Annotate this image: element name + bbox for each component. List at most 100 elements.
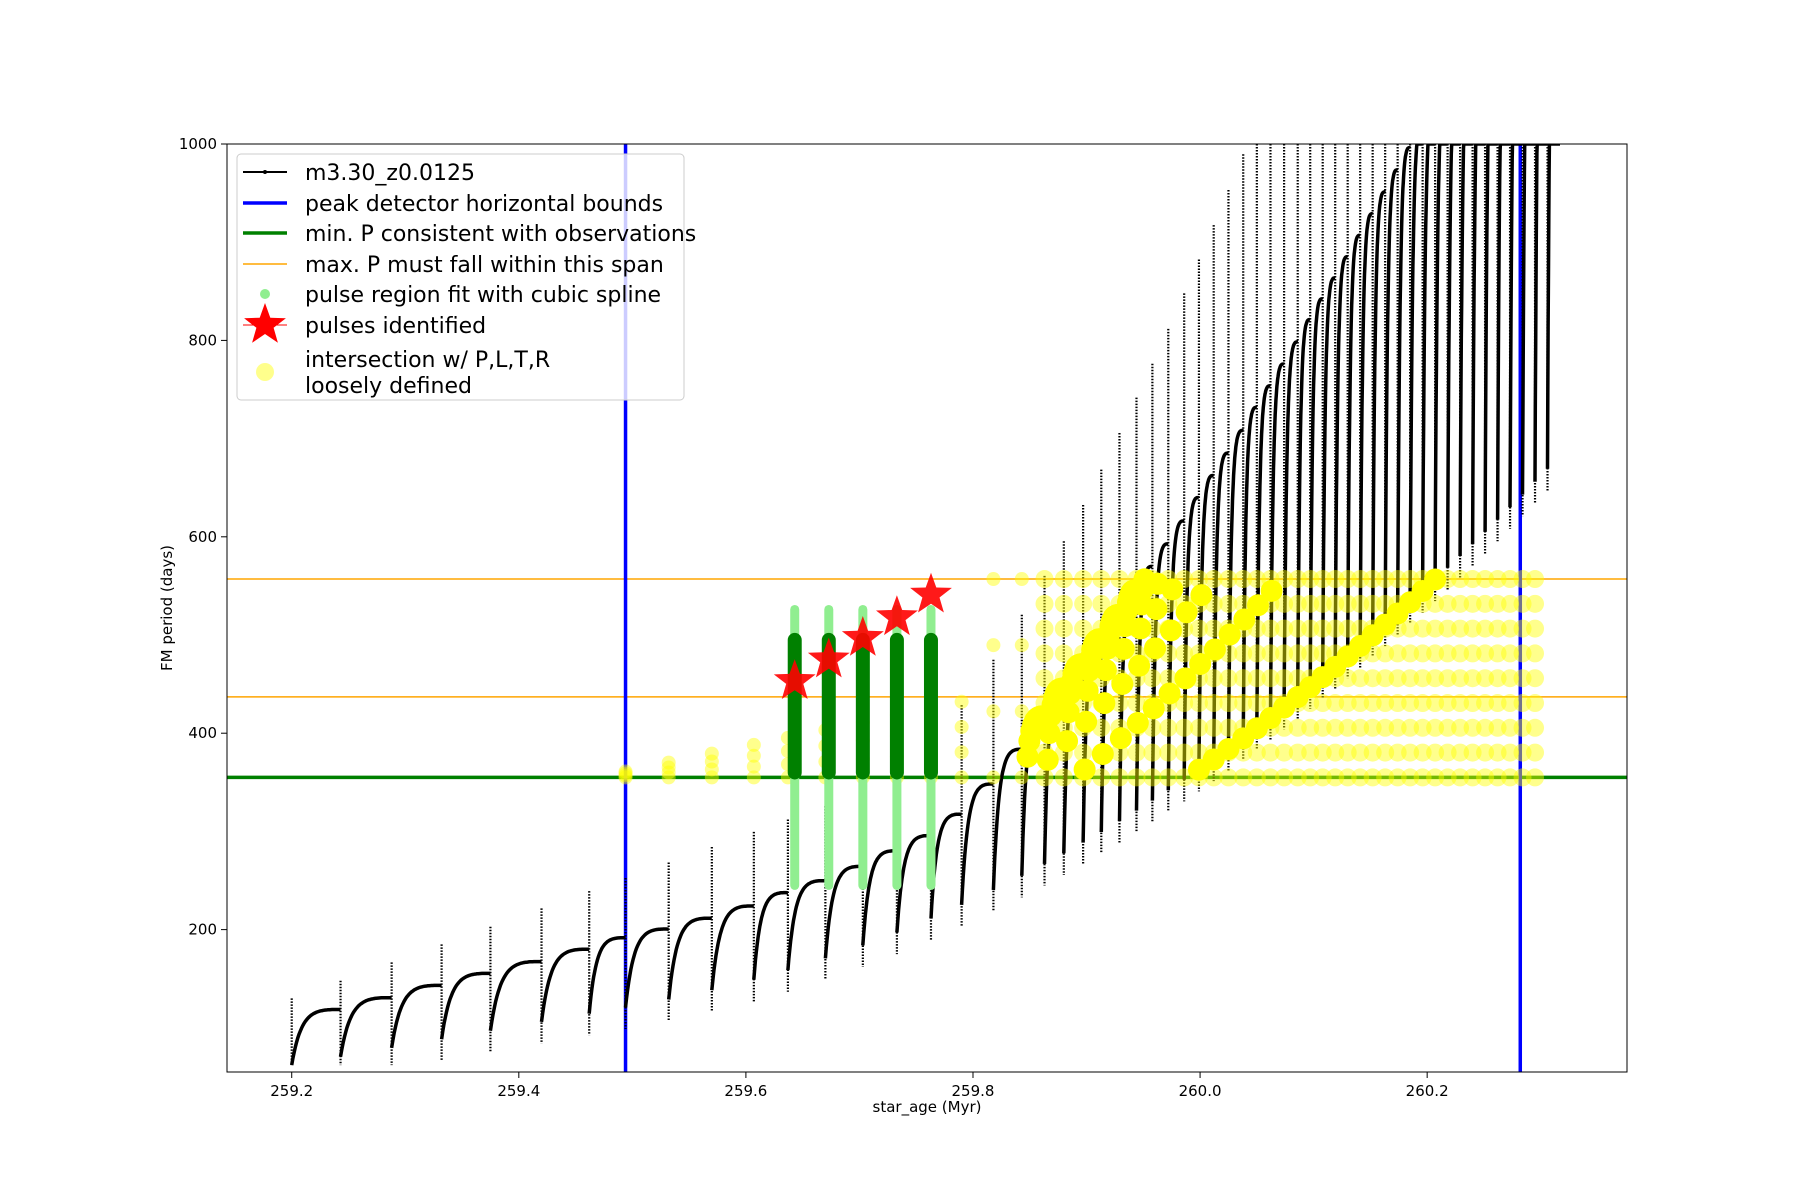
intersection-marker <box>1338 594 1357 613</box>
intersection-marker <box>1261 619 1280 638</box>
intersection-marker <box>1288 570 1307 589</box>
intersection-marker <box>1110 768 1129 787</box>
intersection-marker <box>1204 718 1223 737</box>
intersection-marker <box>1288 743 1307 762</box>
intersection-marker <box>1175 644 1194 663</box>
pulse-star-3 <box>876 595 918 636</box>
intersection-marker <box>1036 748 1059 771</box>
intersection-marker <box>1076 679 1099 702</box>
intersection-marker <box>1376 644 1395 663</box>
intersection-marker <box>1326 718 1345 737</box>
intersection-marker <box>1388 570 1407 589</box>
intersection-marker <box>1189 718 1208 737</box>
intersection-marker <box>1426 669 1445 688</box>
intersection-marker <box>1426 718 1445 737</box>
intersection-marker <box>1526 768 1545 787</box>
intersection-marker <box>1189 570 1208 589</box>
intersection-marker <box>1476 570 1495 589</box>
model-cycle-15 <box>929 812 962 919</box>
intersection-marker <box>1413 768 1432 787</box>
intersection-marker <box>746 737 761 752</box>
intersection-marker <box>1074 743 1093 762</box>
x-tick-label: 259.4 <box>497 1082 540 1100</box>
intersection-marker <box>1363 669 1382 688</box>
intersection-marker <box>1204 669 1223 688</box>
intersection-marker <box>1260 579 1283 602</box>
intersection-marker <box>1301 718 1320 737</box>
model-cycle-2 <box>389 983 442 1049</box>
intersection-marker <box>1159 743 1178 762</box>
model-cycle-5 <box>539 947 590 1023</box>
intersection-marker <box>1014 638 1029 653</box>
intersection-marker <box>1526 594 1545 613</box>
intersection-marker <box>1488 619 1507 638</box>
intersection-marker <box>1175 601 1198 624</box>
intersection-marker <box>1035 644 1054 663</box>
intersection-marker <box>1476 743 1495 762</box>
model-cycle-17 <box>991 747 1023 891</box>
model-cycle-8 <box>666 916 712 1000</box>
intersection-marker <box>1142 697 1165 720</box>
model-cycle-36 <box>1308 297 1324 688</box>
intersection-marker <box>1388 669 1407 688</box>
legend-label-4: pulse region fit with cubic spline <box>305 283 661 308</box>
intersection-marker <box>1175 694 1194 713</box>
intersection-marker <box>1219 669 1238 688</box>
intersection-marker <box>1109 727 1132 750</box>
intersection-marker <box>1092 570 1111 589</box>
intersection-marker <box>618 766 633 781</box>
intersection-marker <box>1189 619 1208 638</box>
intersection-marker <box>1159 619 1182 642</box>
intersection-marker <box>1326 570 1345 589</box>
intersection-marker <box>1074 619 1093 638</box>
intersection-marker <box>1326 594 1345 613</box>
intersection-marker <box>1219 768 1238 787</box>
intersection-marker <box>1424 568 1447 591</box>
intersection-marker <box>1159 768 1178 787</box>
y-tick-label: 200 <box>188 921 217 939</box>
intersection-marker <box>1233 608 1256 631</box>
intersection-marker <box>1463 718 1482 737</box>
intersection-marker <box>954 694 969 709</box>
model-cycle-53 <box>1520 144 1535 495</box>
model-cycle-47 <box>1445 144 1461 568</box>
intersection-marker <box>1313 718 1332 737</box>
intersection-marker <box>1261 743 1280 762</box>
intersection-marker <box>1351 694 1370 713</box>
legend-handle-model-dot <box>263 170 267 174</box>
intersection-marker <box>1513 669 1532 688</box>
intersection-marker <box>1351 669 1370 688</box>
intersection-marker <box>986 770 1001 785</box>
intersection-marker <box>1451 718 1470 737</box>
pulse-star-2 <box>841 616 884 656</box>
intersection-marker <box>954 745 969 760</box>
model-cycle-33 <box>1268 362 1286 719</box>
intersection-marker <box>1035 619 1054 638</box>
intersection-marker <box>1246 594 1269 617</box>
intersection-marker <box>1513 619 1532 638</box>
intersection-marker <box>1075 710 1098 733</box>
legend-label-3: max. P must fall within this span <box>305 253 664 278</box>
intersection-marker <box>1488 694 1507 713</box>
intersection-marker <box>1247 644 1266 663</box>
model-cycle-38 <box>1333 255 1349 667</box>
y-tick-label: 600 <box>188 528 217 546</box>
intersection-marker <box>1426 619 1445 638</box>
intersection-marker <box>1488 743 1507 762</box>
intersection-marker <box>1463 570 1482 589</box>
intersection-marker <box>1326 743 1345 762</box>
intersection-marker <box>1313 694 1332 713</box>
intersection-marker <box>1247 669 1266 688</box>
intersection-marker <box>954 770 969 785</box>
intersection-marker <box>1127 768 1146 787</box>
pulse-star-1 <box>807 637 850 678</box>
intersection-marker <box>1501 570 1520 589</box>
intersection-marker <box>1092 768 1111 787</box>
intersection-marker <box>1301 768 1320 787</box>
intersection-marker <box>1247 570 1266 589</box>
intersection-marker <box>1401 619 1420 638</box>
intersection-marker <box>1488 768 1507 787</box>
intersection-marker <box>1326 768 1345 787</box>
model-cycle-40 <box>1358 212 1374 647</box>
model-cycle-44 <box>1408 144 1423 603</box>
